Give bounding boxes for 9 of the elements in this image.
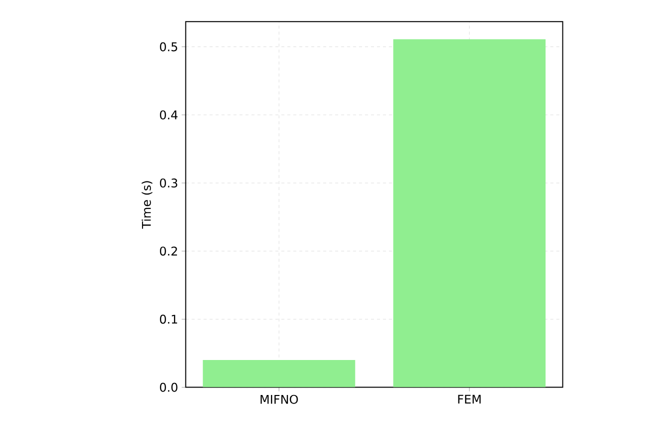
- y-tick-label: 0.5: [160, 42, 178, 52]
- x-tick-label: MIFNO: [260, 394, 298, 404]
- y-tick-label: 0.4: [160, 110, 178, 120]
- y-tick-label: 0.3: [160, 178, 178, 188]
- y-tick-label: 0.0: [160, 382, 178, 392]
- y-axis-title: Time (s): [142, 181, 152, 229]
- y-tick-label: 0.2: [160, 246, 177, 256]
- y-tick-label: 0.1: [160, 314, 178, 324]
- x-tick-label: FEM: [458, 394, 481, 404]
